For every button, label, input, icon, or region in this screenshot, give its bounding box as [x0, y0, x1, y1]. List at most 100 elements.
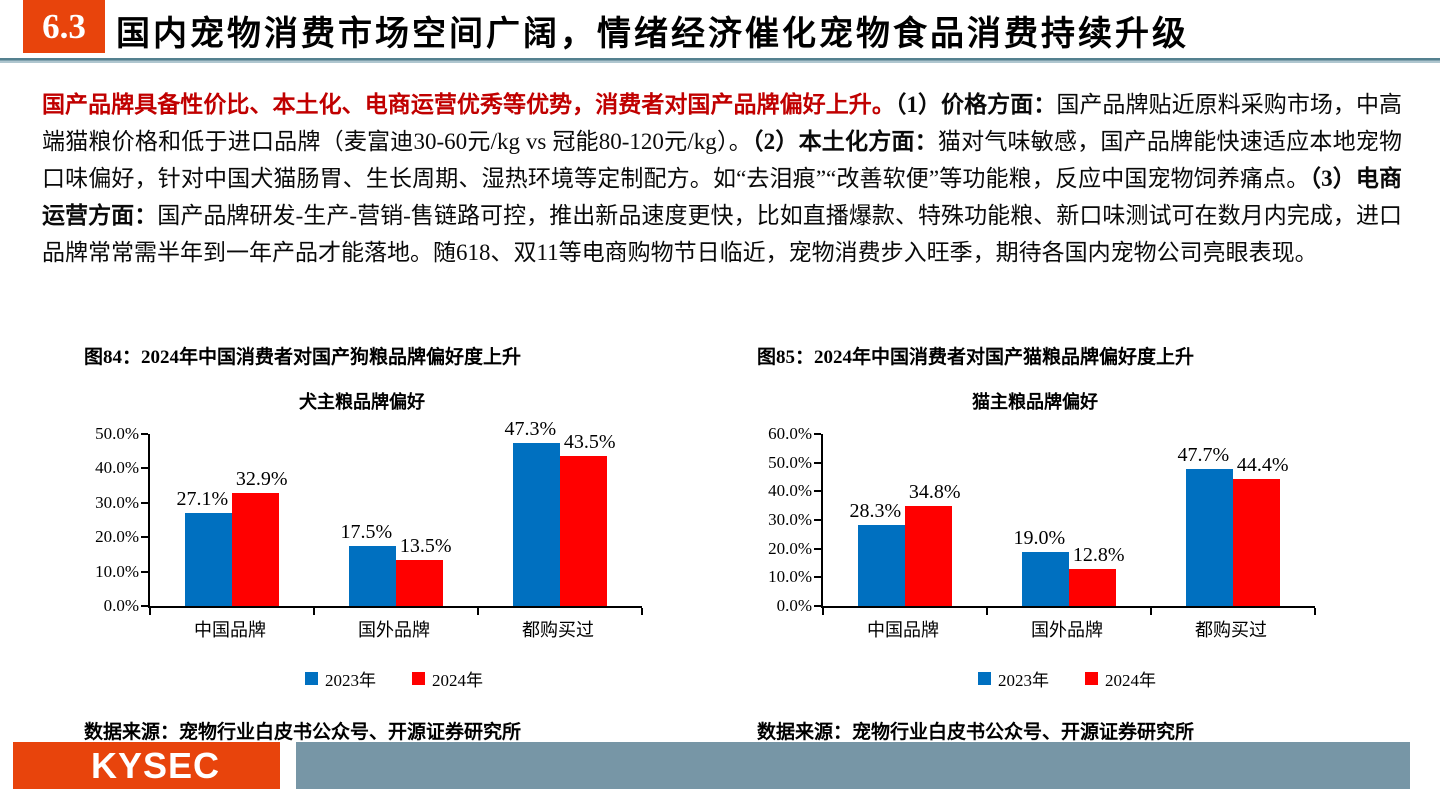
chart-title: 猫主粮品牌偏好 — [972, 392, 1098, 412]
paragraph-point3-label: （3）电商运营方面： — [42, 166, 1402, 228]
bar-wrap: 17.5% — [340, 434, 396, 606]
x-axis-tick — [986, 608, 988, 615]
x-axis-tick — [641, 608, 643, 615]
bar-2023年-中国品牌 — [185, 512, 232, 606]
bar-wrap: 32.9% — [232, 434, 288, 606]
x-axis-tick — [1314, 608, 1316, 615]
paragraph-point1-label: （1）价格方面： — [894, 92, 1057, 117]
bar-value-label: 32.9% — [235, 467, 288, 490]
x-axis-category-label: 国外品牌 — [358, 620, 430, 640]
y-axis-tick — [141, 433, 148, 435]
chart-title: 犬主粮品牌偏好 — [299, 392, 425, 412]
plot-area: 27.1% 32.9% 17.5% 13.5% 47.3% 43.5% — [141, 418, 643, 615]
legend-item-2023年: 2023年 — [978, 666, 1049, 691]
legend-item-2024年: 2024年 — [412, 666, 483, 691]
legend-label: 2023年 — [325, 671, 376, 690]
x-axis-tick — [477, 608, 479, 615]
legend-item-2023年: 2023年 — [305, 666, 376, 691]
y-axis-tick-label: 50.0% — [768, 452, 812, 472]
y-axis-tick-label: 60.0% — [768, 424, 812, 443]
bar-wrap: 43.5% — [560, 431, 616, 606]
bar-value-label: 19.0% — [1013, 526, 1066, 549]
y-axis-tick-label: 40.0% — [768, 481, 812, 501]
y-axis-tick — [141, 467, 148, 470]
body-paragraph: 国产品牌具备性价比、本土化、电商运营优秀等优势，消费者对国产品牌偏好上升。（1）… — [42, 86, 1402, 271]
plot-area: 28.3% 34.8% 19.0% 12.8% 47.7% 44.4% — [814, 433, 1316, 615]
bar-value-label: 13.5% — [399, 534, 452, 557]
bar-2024年-都购买过 — [1233, 478, 1280, 606]
bar-2024年-中国品牌 — [232, 492, 279, 606]
bar-2023年-都购买过 — [513, 443, 560, 606]
page-title: 国内宠物消费市场空间广阔，情绪经济催化宠物食品消费持续升级 — [116, 16, 1189, 53]
bar-2023年-国外品牌 — [1022, 551, 1069, 606]
paragraph-point1-text: 国产品牌贴近原料采购市场，中高端猫粮价格和低于进口品牌（麦富迪30-60元/kg… — [42, 92, 1403, 154]
legend-label: 2023年 — [998, 671, 1049, 690]
bar-value-label: 27.1% — [176, 487, 229, 510]
y-axis-tick — [814, 490, 821, 493]
bar-group-国外品牌: 19.0% 12.8% — [987, 434, 1151, 606]
figure-caption: 图84：2024年中国消费者对国产狗粮品牌偏好度上升 — [84, 347, 522, 368]
y-axis-tick — [141, 536, 148, 539]
bar-2024年-国外品牌 — [396, 559, 443, 606]
bar-value-label: 44.4% — [1236, 453, 1289, 476]
y-axis-tick-label: 30.0% — [768, 510, 812, 529]
bar-wrap: 13.5% — [396, 434, 452, 606]
y-axis-tick-label: 0.0% — [776, 596, 812, 615]
bar-wrap: 28.3% — [849, 434, 905, 606]
plot-row: 50.0% 40.0% 30.0% 20.0% 10.0% 0.0% 27.1% 32.9%… — [84, 418, 714, 615]
x-axis-tick — [149, 608, 151, 615]
legend-label: 2024年 — [432, 671, 483, 690]
bar-value-label: 43.5% — [563, 431, 616, 454]
y-axis-tick — [814, 576, 821, 579]
x-axis-category-label: 都购买过 — [1195, 620, 1267, 640]
x-axis-tick — [822, 608, 824, 615]
bar-group-中国品牌: 28.3% 34.8% — [823, 434, 987, 606]
chart-legend: 2023年 2024年 — [821, 666, 1313, 691]
y-axis-labels: 60.0% 50.0% 40.0% 30.0% 20.0% 10.0% 0.0% — [757, 424, 821, 615]
data-source: 数据来源：宠物行业白皮书公众号、开源证券研究所 — [84, 722, 522, 743]
bar-group-都购买过: 47.3% 43.5% — [478, 418, 642, 606]
x-axis-category-label: 中国品牌 — [867, 620, 939, 640]
y-axis-tick-label: 30.0% — [95, 492, 139, 512]
bar-wrap: 19.0% — [1013, 434, 1069, 606]
bar-wrap: 47.7% — [1177, 434, 1233, 606]
bar-wrap: 27.1% — [176, 434, 232, 606]
bar-value-label: 47.7% — [1177, 444, 1230, 467]
figure-caption: 图85：2024年中国消费者对国产猫粮品牌偏好度上升 — [757, 347, 1195, 368]
section-number-badge: 6.3 — [23, 0, 105, 53]
bar-2023年-中国品牌 — [858, 524, 905, 606]
legend-swatch — [305, 672, 318, 685]
bar-2024年-国外品牌 — [1069, 569, 1116, 606]
y-axis-tick-label: 0.0% — [103, 596, 139, 615]
bar-value-label: 28.3% — [849, 499, 902, 522]
y-axis-tick — [814, 519, 821, 521]
bar-wrap: 12.8% — [1069, 434, 1125, 606]
bar-group-都购买过: 47.7% 44.4% — [1151, 434, 1315, 606]
paragraph-point3-text: 国产品牌研发-生产-营销-售链路可控，推出新品速度更快，比如直播爆款、特殊功能粮… — [42, 203, 1403, 265]
bar-value-label: 47.3% — [504, 418, 557, 441]
bar-2024年-中国品牌 — [905, 506, 952, 606]
legend-swatch — [978, 672, 991, 685]
y-axis-tick-label: 20.0% — [768, 538, 812, 558]
legend-swatch — [1085, 672, 1098, 685]
bar-group-国外品牌: 17.5% 13.5% — [314, 434, 478, 606]
bar-wrap: 44.4% — [1233, 434, 1289, 606]
paragraph-highlight: 国产品牌具备性价比、本土化、电商运营优秀等优势，消费者对国产品牌偏好上升。 — [42, 92, 895, 117]
y-axis-tick — [814, 605, 821, 607]
y-axis-tick-label: 50.0% — [95, 424, 139, 443]
data-source: 数据来源：宠物行业白皮书公众号、开源证券研究所 — [757, 722, 1195, 743]
x-axis-category-labels: 中国品牌 国外品牌 都购买过 — [821, 616, 1313, 642]
legend-swatch — [412, 672, 425, 685]
chart-legend: 2023年 2024年 — [148, 666, 640, 691]
legend-item-2024年: 2024年 — [1085, 666, 1156, 691]
x-axis-tick — [313, 608, 315, 615]
x-axis-tick — [1150, 608, 1152, 615]
y-axis-tick — [141, 570, 148, 573]
bar-2023年-都购买过 — [1186, 469, 1233, 606]
bar-2023年-国外品牌 — [349, 545, 396, 606]
figure-85-cat-food-chart: 图85：2024年中国消费者对国产猫粮品牌偏好度上升 猫主粮品牌偏好 60.0%… — [757, 346, 1387, 744]
y-axis-tick — [141, 501, 148, 504]
paragraph-point2-text: 猫对气味敏感，国产品牌能快速适应本地宠物口味偏好，针对中国犬猫肠胃、生长周期、湿… — [42, 129, 1403, 191]
x-axis-category-label: 中国品牌 — [194, 620, 266, 640]
